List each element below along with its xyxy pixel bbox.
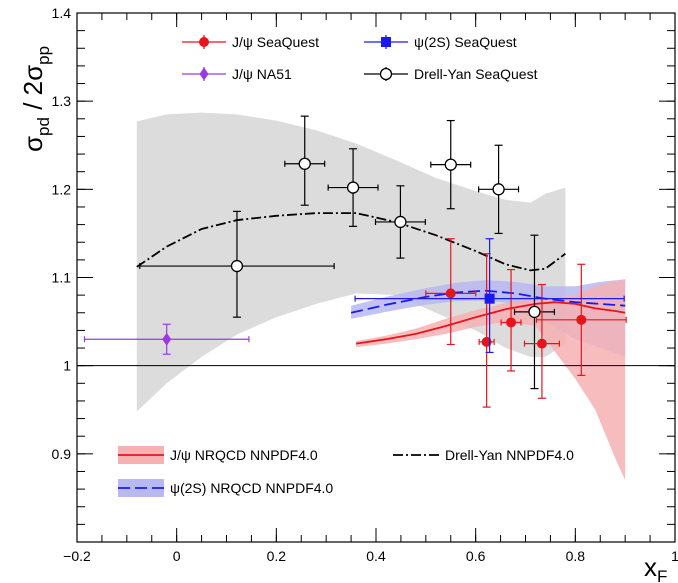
band-drell-yan-nnpdf4-0 [136,112,566,412]
legend-data: J/ψ SeaQuest ψ(2S) SeaQuest J/ψ NA51 Drell-… [182,34,538,82]
legend-marker [381,37,391,47]
legend-label: ψ(2S) NRQCD NNPDF4.0 [170,480,333,496]
point-drell-yan-seaquest-2 [284,115,326,206]
x-tick-label: 0.8 [566,548,586,564]
point-j-na51-1 [83,323,250,355]
marker [492,183,505,196]
legend-entry-2s-nrqcd-nnpdf4-0: ψ(2S) NRQCD NNPDF4.0 [118,479,333,497]
point-drell-yan-seaquest-1 [139,210,335,318]
curve-2s-nrqcd-nnpdf4-0 [350,289,626,314]
point-drell-yan-seaquest-6 [478,144,520,235]
marker [298,157,311,170]
legend-label: J/ψ SeaQuest [232,34,319,50]
legend-entry-2s-seaquest: ψ(2S) SeaQuest [364,34,517,50]
marker [230,259,244,273]
point-j-seaquest-1 [425,238,477,346]
legend-label: J/ψ NA51 [232,66,292,82]
marker [445,288,456,299]
marker [162,332,172,346]
curve-j-nrqcd-nnpdf4-0 [355,301,626,345]
point-drell-yan-seaquest-7 [513,234,556,390]
band-j-nrqcd-nnpdf4-0 [356,280,626,481]
y-axis-title: σpd / 2σpp [18,46,53,152]
y-tick-label: 0.9 [52,446,72,462]
legend-theory: J/ψ NRQCD NNPDF4.0 Drell-Yan NNPDF4.0 ψ(2S… [118,446,574,497]
axis-titles: xF σpd / 2σpp [18,46,667,583]
point-drell-yan-seaquest-4 [374,185,426,259]
x-tick-label: 0.6 [466,548,486,564]
x-tick-label: −0.2 [63,548,91,564]
theory-bands [136,112,626,481]
marker [536,338,547,349]
x-tick-label: 0.4 [366,548,386,564]
axes: −0.2 0 0.2 0.4 0.6 0.8 1 0.9 1 1.1 1.2 1.3 1.4 [52,5,678,564]
marker [576,314,587,325]
legend-marker [199,37,209,47]
x-tick-label: 1 [671,548,678,564]
legend-entry-drell-yan-nnpdf4-0: Drell-Yan NNPDF4.0 [393,447,574,463]
marker [506,317,517,328]
legend-marker [199,67,209,81]
point-drell-yan-seaquest-5 [430,119,472,210]
x-tick-label: 0.2 [267,548,287,564]
data-points [83,115,627,408]
y-tick-label: 1 [63,358,71,374]
point-j-seaquest-5 [535,263,627,376]
marker [444,158,457,171]
x-axis-title: xF [644,552,667,583]
point-2s-seaquest-1 [354,238,625,354]
point-drell-yan-seaquest-3 [327,148,379,227]
legend-label: Drell-Yan NNPDF4.0 [445,447,574,463]
legend-entry-j-nrqcd-nnpdf4-0: J/ψ NRQCD NNPDF4.0 [118,446,318,464]
y-tick-label: 1.1 [52,270,72,286]
legend-entry-drell-yan-seaquest: Drell-Yan SeaQuest [364,66,538,82]
marker [394,215,407,229]
legend-label: Drell-Yan SeaQuest [414,66,538,82]
marker [484,293,495,304]
y-tick-label: 1.4 [52,5,72,21]
theory-curves [136,212,626,345]
legend-label: ψ(2S) SeaQuest [414,34,517,50]
y-tick-label: 1.2 [52,181,72,197]
legend-entry-j-seaquest: J/ψ SeaQuest [182,34,319,50]
curve-drell-yan-nnpdf4-0 [136,212,566,272]
point-j-seaquest-4 [523,283,560,399]
legend-entry-j-na51: J/ψ NA51 [182,66,292,82]
y-tick-label: 1.3 [52,93,72,109]
legend-marker [379,67,393,81]
point-j-seaquest-3 [500,268,522,372]
legend-label: J/ψ NRQCD NNPDF4.0 [170,447,318,463]
marker [346,181,360,194]
x-tick-label: 0 [173,548,181,564]
marker [528,305,541,319]
